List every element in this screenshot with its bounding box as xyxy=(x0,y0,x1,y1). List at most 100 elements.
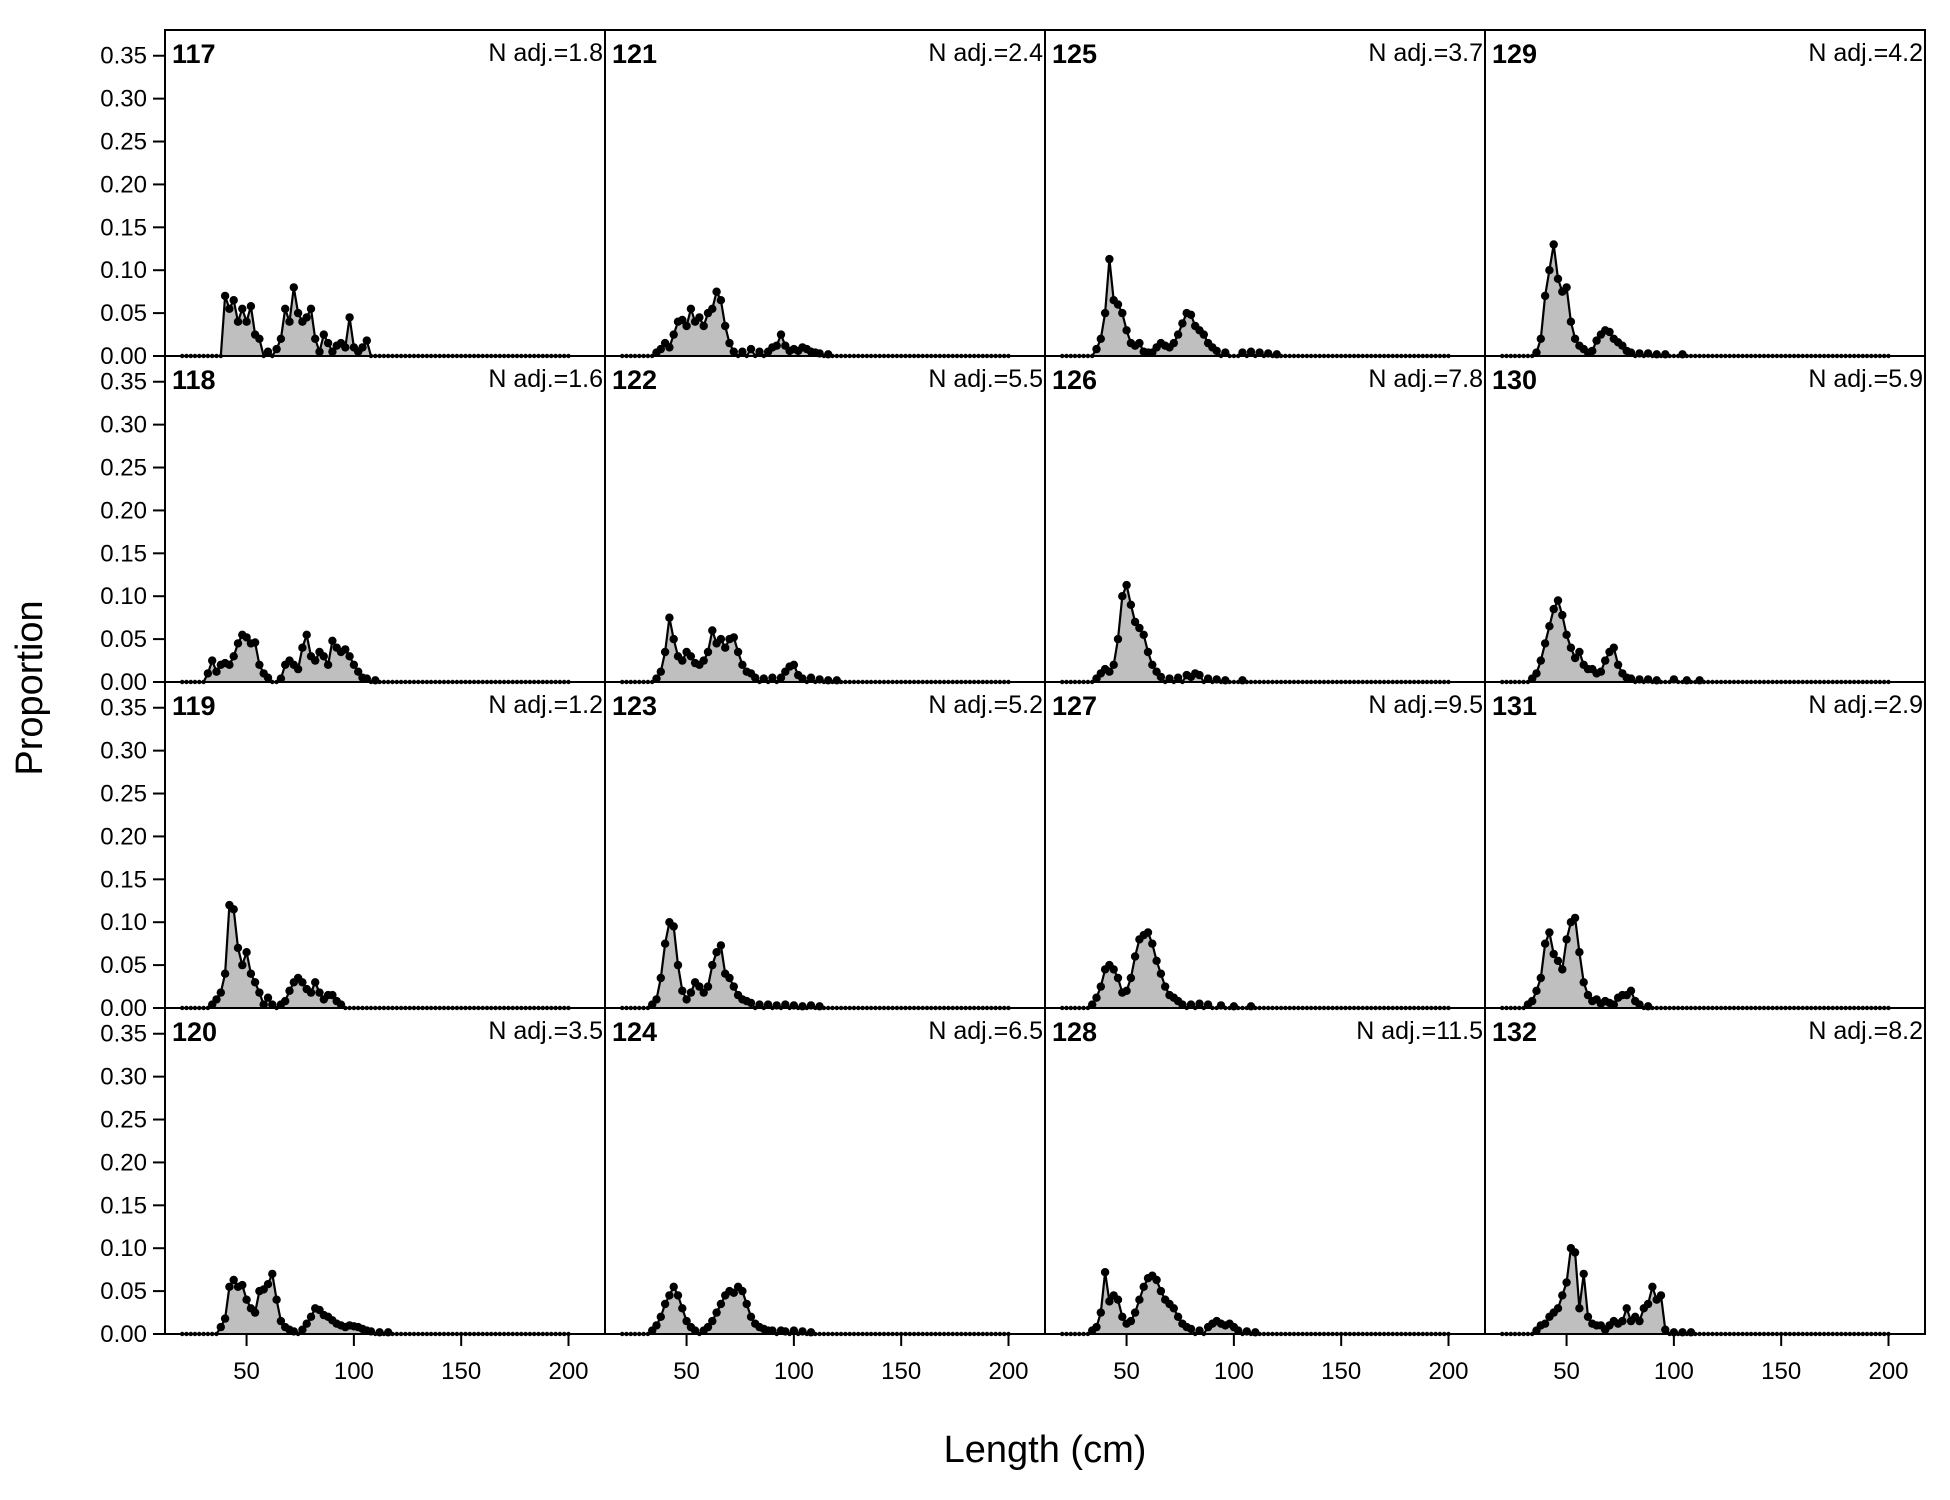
x-tick-label: 150 xyxy=(881,1358,921,1385)
data-point xyxy=(358,343,367,352)
data-point xyxy=(1532,669,1541,678)
data-point xyxy=(1096,982,1106,991)
data-point xyxy=(742,1299,751,1309)
data-point xyxy=(1618,1316,1627,1326)
data-point xyxy=(242,948,251,957)
data-point xyxy=(1122,326,1131,335)
data-point xyxy=(712,287,721,296)
data-point xyxy=(656,973,665,983)
data-point xyxy=(315,347,324,356)
data-point xyxy=(268,1269,277,1279)
data-point xyxy=(1130,952,1140,961)
data-point xyxy=(242,1295,251,1304)
data-point xyxy=(806,673,816,682)
data-point xyxy=(1173,673,1183,682)
data-point xyxy=(1152,956,1161,965)
data-point xyxy=(311,656,320,665)
x-tick-label: 50 xyxy=(1553,1358,1580,1385)
data-point xyxy=(345,313,354,322)
data-point xyxy=(1156,969,1166,978)
data-point xyxy=(1545,266,1554,275)
data-point xyxy=(1643,1299,1653,1309)
panel-130: 130 N adj.=5.9 xyxy=(1484,355,1926,685)
panel-118-area xyxy=(182,634,569,682)
data-point xyxy=(1540,639,1550,648)
data-point xyxy=(725,338,734,348)
data-point xyxy=(738,1286,747,1296)
panel-127-id: 127 xyxy=(1052,691,1097,721)
data-point xyxy=(716,941,726,950)
data-point xyxy=(673,960,683,970)
data-point xyxy=(1126,973,1136,983)
data-point xyxy=(678,1304,687,1313)
data-point xyxy=(678,656,687,665)
data-point xyxy=(1613,660,1623,669)
panel-128-frame xyxy=(1044,1007,1486,1335)
panel-123: 123 N adj.=5.2 xyxy=(604,681,1046,1011)
y-tick-label: 0.35 xyxy=(100,369,147,396)
panel-120: 120 N adj.=3.5 xyxy=(164,1007,606,1337)
data-point xyxy=(1579,978,1588,987)
data-point xyxy=(263,673,273,682)
data-point xyxy=(669,330,678,339)
data-point xyxy=(233,943,243,953)
data-point xyxy=(721,643,730,652)
data-point xyxy=(746,998,756,1008)
data-point xyxy=(233,317,243,326)
data-point xyxy=(1549,604,1558,614)
data-point xyxy=(1195,1326,1204,1335)
data-point xyxy=(302,1319,311,1328)
panel-129-id: 129 xyxy=(1492,39,1537,69)
data-point xyxy=(1575,1304,1584,1313)
data-point xyxy=(263,347,273,356)
data-point xyxy=(268,1000,277,1009)
y-tick-label: 0.25 xyxy=(100,129,147,156)
y-tick-label: 0.35 xyxy=(100,43,147,70)
data-point xyxy=(285,986,294,995)
data-point xyxy=(1130,1308,1140,1317)
data-point xyxy=(1255,348,1264,357)
data-point xyxy=(1558,1291,1567,1300)
panel-122: 122 N adj.=5.5 xyxy=(604,355,1046,685)
data-point xyxy=(1583,990,1593,1000)
data-point xyxy=(781,1000,790,1009)
data-point xyxy=(276,1316,286,1326)
data-point xyxy=(652,995,661,1004)
x-tick-label: 200 xyxy=(988,1358,1028,1385)
data-point xyxy=(328,636,337,645)
data-point xyxy=(323,338,333,348)
data-point xyxy=(1588,346,1597,356)
y-tick-label: 0.15 xyxy=(100,214,147,241)
data-point xyxy=(1135,623,1144,633)
y-tick-label: 0.10 xyxy=(100,583,147,610)
data-point xyxy=(1562,1278,1571,1287)
data-point xyxy=(225,1282,234,1292)
data-point xyxy=(1570,913,1580,923)
data-point xyxy=(1122,986,1131,995)
panel-123-points xyxy=(620,918,1011,1011)
panel-117-id: 117 xyxy=(172,39,216,69)
data-point xyxy=(1156,1286,1166,1296)
data-point xyxy=(768,1326,777,1335)
panel-132-frame xyxy=(1484,1007,1926,1335)
data-point xyxy=(1221,348,1230,357)
data-point xyxy=(738,347,747,356)
data-point xyxy=(1549,949,1558,959)
data-point xyxy=(665,613,674,622)
data-point xyxy=(1648,1282,1657,1292)
data-point xyxy=(712,948,721,957)
y-tick-label: 0.15 xyxy=(100,1192,147,1219)
data-point xyxy=(686,988,696,997)
panel-118-points xyxy=(180,630,571,685)
data-point xyxy=(789,660,799,669)
data-point xyxy=(768,673,777,682)
data-point xyxy=(238,960,247,970)
data-point xyxy=(212,667,221,676)
data-point xyxy=(1528,996,1537,1006)
data-point xyxy=(1566,317,1576,326)
y-tick-label: 0.20 xyxy=(100,1149,147,1176)
panel-119-area xyxy=(182,905,569,1008)
y-tick-label: 0.35 xyxy=(100,1021,147,1048)
data-point xyxy=(302,630,311,639)
data-point xyxy=(669,922,678,931)
